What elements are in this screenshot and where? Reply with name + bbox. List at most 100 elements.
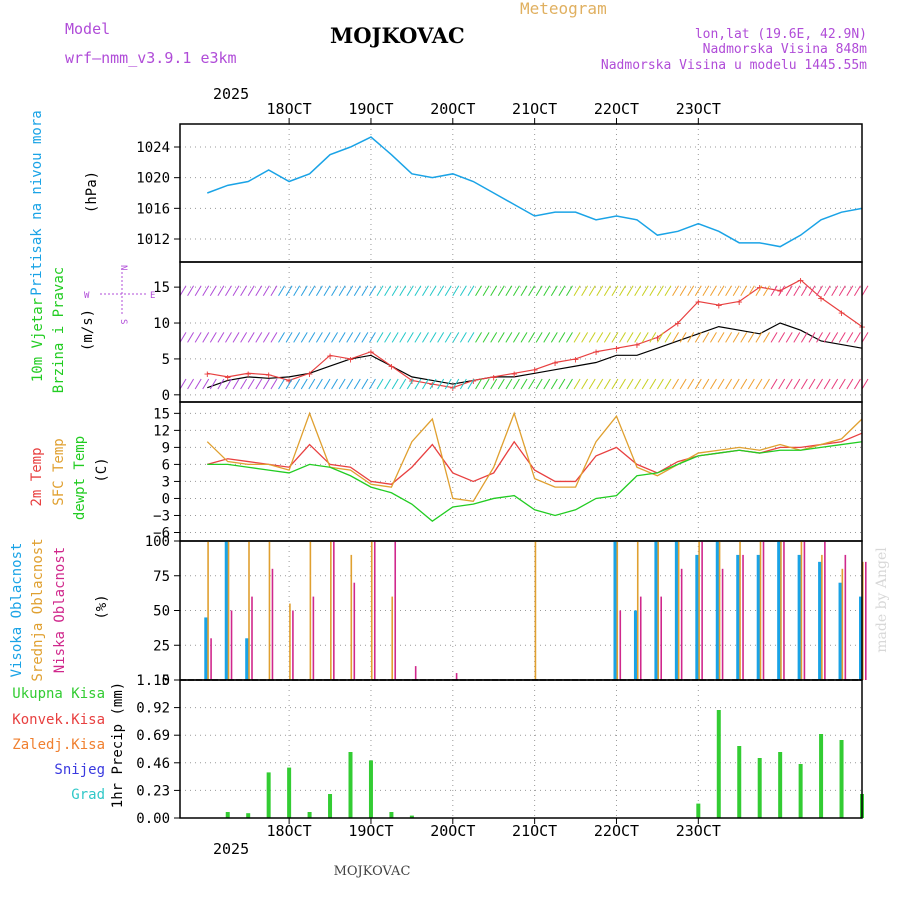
- cloud-bar-mid: [289, 603, 291, 680]
- high-cloud-title: Visoka Oblacnost: [9, 543, 25, 678]
- wind-barb: [247, 332, 255, 343]
- wind-barb: [285, 332, 293, 343]
- wind-barb: [861, 285, 869, 296]
- wind-barb: [255, 285, 263, 296]
- precip-bar: [819, 734, 824, 818]
- wind-barb: [187, 285, 195, 296]
- wind-barb: [429, 332, 437, 343]
- precip-bar: [389, 812, 394, 818]
- wind-barb: [315, 332, 323, 343]
- wind-barb: [331, 285, 338, 296]
- y-tick-label: 1.15: [136, 673, 170, 689]
- wind-barb: [535, 285, 543, 296]
- model-name: wrf–nmm_v3.9.1 e3km: [65, 49, 237, 67]
- legend-total: Ukupna Kisa: [12, 686, 105, 702]
- wind-speed-line: [207, 322, 863, 389]
- wind-barb: [406, 378, 414, 390]
- cloud-bar-mid: [657, 541, 659, 680]
- cloud-bar-mid: [636, 541, 639, 680]
- gust-marker: +: [327, 349, 334, 362]
- wind-barb: [785, 378, 793, 390]
- station-title: MOJKOVAC: [330, 23, 465, 48]
- legend-frz: Zaledj.Kisa: [12, 737, 105, 753]
- wind-barb: [353, 378, 361, 390]
- wind-barb: [588, 378, 596, 390]
- wind-barb: [649, 332, 657, 343]
- pressure-title: Pritisak na nivou mora: [29, 110, 45, 295]
- temp-line-dewpt: [207, 441, 863, 522]
- wind-barb: [656, 378, 664, 390]
- wind-barb: [209, 285, 217, 296]
- wind-barb: [497, 378, 505, 390]
- gust-marker: +: [286, 374, 293, 387]
- wind-barb: [558, 378, 566, 390]
- wind-barb: [566, 332, 573, 343]
- wind-barb: [391, 378, 399, 390]
- wind-barb: [581, 378, 589, 390]
- wind-barb: [664, 378, 672, 390]
- cloud-bar-mid: [370, 541, 373, 680]
- precip-bar: [716, 710, 721, 818]
- year-bottom: 2025: [213, 840, 249, 858]
- wind-title-line2: Brzina i Pravac: [51, 267, 67, 393]
- wind-barb: [702, 378, 710, 390]
- wind-barb: [452, 378, 460, 390]
- wind-barb: [619, 378, 626, 390]
- wind-barb: [679, 285, 687, 296]
- wind-barb: [831, 332, 839, 343]
- wind-barb: [755, 285, 763, 296]
- cloud-bar-high: [245, 638, 250, 680]
- cloud-bar-mid: [248, 541, 250, 680]
- y-tick-label: 0.46: [136, 756, 170, 772]
- wind-barb: [861, 378, 869, 390]
- temp-ylabel: (C): [94, 457, 110, 482]
- panel-pressure: 1012 1016 1020 1024: [136, 123, 863, 263]
- cloud-bar-low: [783, 541, 785, 680]
- wind-barb: [725, 332, 733, 343]
- wind-barb: [505, 378, 513, 390]
- wind-barb: [687, 378, 695, 390]
- wind-barb: [376, 378, 384, 390]
- wind-barb: [853, 285, 861, 296]
- bottom-station: MOJKOVAC: [334, 864, 411, 879]
- y-tick-label: 0.69: [136, 728, 170, 744]
- compass-west: W: [84, 291, 90, 301]
- wind-title-line1: 10m Vjetar: [30, 298, 46, 382]
- y-tick-label: 1024: [136, 140, 170, 156]
- precip-bar: [266, 772, 271, 818]
- wind-barb: [747, 332, 755, 343]
- wind-barb: [338, 285, 346, 296]
- mid-cloud-title: Srednja Oblacnost: [30, 538, 46, 681]
- y-tick-label: 1020: [136, 171, 170, 187]
- wind-barb: [535, 378, 543, 390]
- wind-barb: [482, 285, 490, 296]
- wind-barb: [543, 285, 551, 296]
- wind-barb: [641, 285, 649, 296]
- precip-bar: [368, 760, 373, 818]
- wind-barb: [702, 285, 710, 296]
- wind-barb: [384, 378, 392, 390]
- cloud-bar-high: [859, 596, 863, 680]
- gust-marker: +: [490, 371, 497, 384]
- panel-frame: [179, 123, 863, 263]
- y-tick-label: 5: [162, 352, 170, 368]
- wind-barb: [475, 285, 482, 296]
- temp2m-title: 2m Temp: [29, 447, 45, 506]
- wind-barb: [497, 332, 505, 343]
- wind-barb: [179, 285, 187, 296]
- wind-barb: [611, 378, 619, 390]
- wind-barb: [255, 332, 263, 343]
- precip-bar: [757, 758, 762, 818]
- wind-barb: [422, 285, 429, 296]
- wind-barb: [369, 332, 376, 343]
- cloud-bar-mid: [780, 541, 782, 680]
- wind-barb: [763, 285, 770, 296]
- wind-barb: [619, 332, 626, 343]
- wind-barb: [694, 378, 702, 390]
- wind-barb: [793, 285, 801, 296]
- wind-barb: [422, 332, 429, 343]
- wind-barb: [793, 332, 801, 343]
- low-cloud-title: Niska Oblacnost: [52, 547, 68, 673]
- cloud-bar-low: [660, 596, 662, 680]
